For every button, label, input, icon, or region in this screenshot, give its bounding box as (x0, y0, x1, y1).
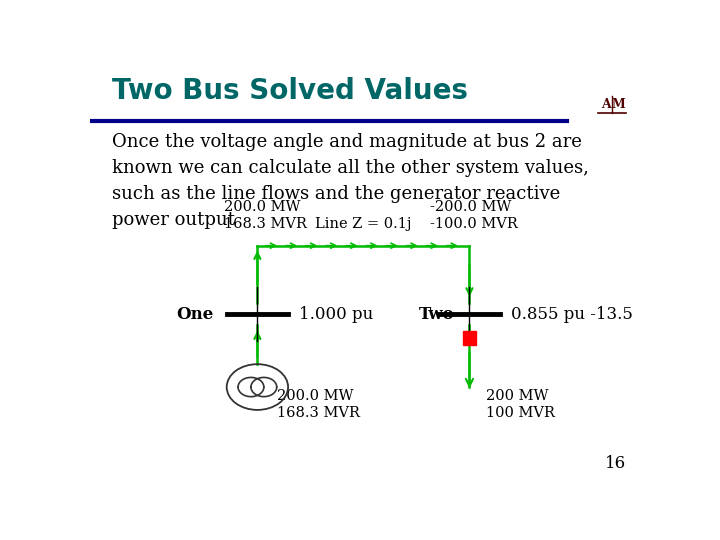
Text: 200.0 MW
168.3 MVR: 200.0 MW 168.3 MVR (277, 389, 360, 421)
Text: Line Z = 0.1j: Line Z = 0.1j (315, 217, 412, 231)
Text: M: M (611, 98, 625, 111)
Text: 200 MW
100 MVR: 200 MW 100 MVR (486, 389, 555, 421)
Text: A: A (601, 98, 611, 111)
Text: Once the voltage angle and magnitude at bus 2 are
known we can calculate all the: Once the voltage angle and magnitude at … (112, 133, 589, 228)
Text: Two Bus Solved Values: Two Bus Solved Values (112, 77, 468, 105)
Text: One: One (176, 306, 214, 323)
Text: Two: Two (419, 306, 455, 323)
Text: 0.855 pu -13.5: 0.855 pu -13.5 (511, 306, 633, 323)
Text: 16: 16 (605, 455, 626, 472)
Text: -200.0 MW
-100.0 MVR: -200.0 MW -100.0 MVR (431, 200, 518, 231)
Bar (463, 331, 476, 346)
Text: 200.0 MW
168.3 MVR: 200.0 MW 168.3 MVR (224, 200, 307, 231)
Text: 1.000 pu: 1.000 pu (300, 306, 374, 323)
